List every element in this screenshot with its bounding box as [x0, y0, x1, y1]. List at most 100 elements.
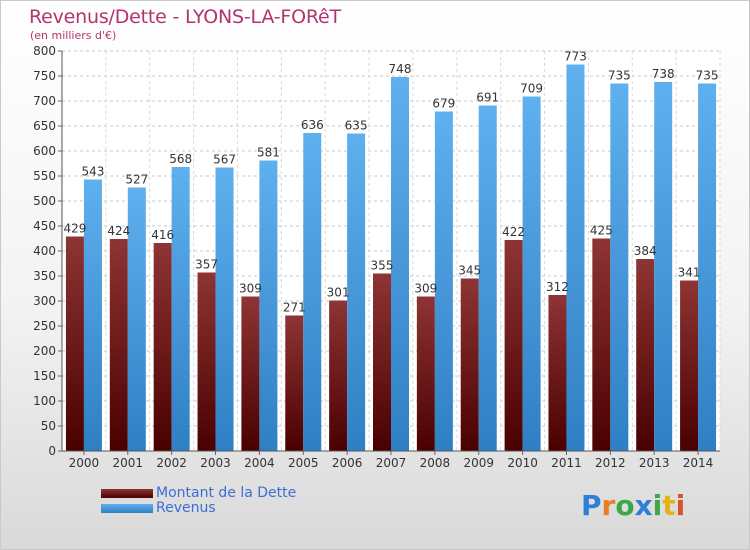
data-label-revenus: 568 [169, 152, 192, 166]
bar-revenus [127, 187, 146, 451]
x-tick-label: 2013 [639, 456, 670, 470]
y-tick-label: 800 [33, 44, 56, 58]
bar-dette [592, 238, 611, 451]
data-label-revenus: 709 [520, 82, 543, 96]
data-label-dette: 422 [502, 225, 525, 239]
legend-item-revenus: Revenus [101, 501, 296, 516]
x-tick-label: 2009 [463, 456, 494, 470]
chart-subtitle: (en milliers d'€) [30, 29, 117, 42]
bar-revenus [610, 83, 629, 451]
bar-dette [241, 296, 260, 451]
y-tick-label: 750 [33, 69, 56, 83]
y-tick-label: 550 [33, 169, 56, 183]
bar-revenus [654, 82, 673, 451]
bar-revenus [698, 83, 717, 451]
y-tick-label: 150 [33, 369, 56, 383]
data-label-revenus: 543 [81, 165, 104, 179]
y-tick-label: 700 [33, 94, 56, 108]
logo-letter: x [634, 489, 653, 522]
bar-dette [373, 273, 391, 451]
bar-dette [504, 240, 523, 451]
x-tick-label: 2007 [376, 456, 407, 470]
data-label-dette: 271 [283, 301, 306, 315]
bar-dette [636, 259, 655, 451]
x-tick-label: 2011 [551, 456, 582, 470]
bar-revenus [566, 64, 585, 451]
legend-swatch-revenus [101, 504, 153, 513]
x-tick-label: 2010 [507, 456, 538, 470]
x-tick-label: 2000 [69, 456, 100, 470]
bar-revenus [478, 105, 497, 451]
y-tick-label: 350 [33, 269, 56, 283]
logo-letter: i [675, 489, 686, 522]
bar-dette [197, 272, 216, 451]
data-label-revenus: 581 [257, 146, 280, 160]
data-label-revenus: 679 [432, 97, 455, 111]
data-label-revenus: 635 [345, 119, 368, 133]
data-label-dette: 345 [458, 264, 481, 278]
x-tick-label: 2005 [288, 456, 319, 470]
x-tick-label: 2012 [595, 456, 626, 470]
data-label-dette: 357 [195, 258, 218, 272]
proxiti-logo: Proxiti [581, 489, 685, 522]
y-tick-label: 100 [33, 394, 56, 408]
bar-dette [329, 300, 348, 451]
data-label-revenus: 735 [608, 69, 631, 83]
x-tick-label: 2006 [332, 456, 363, 470]
data-label-dette: 424 [107, 224, 130, 238]
y-tick-label: 200 [33, 344, 56, 358]
logo-letter: t [662, 489, 676, 522]
data-label-dette: 301 [327, 286, 350, 300]
bar-dette [460, 278, 479, 451]
bar-revenus [303, 133, 322, 451]
bar-dette [680, 280, 699, 451]
legend-label-dette: Montant de la Dette [156, 485, 297, 501]
bar-revenus [347, 133, 366, 451]
logo-letter: o [615, 489, 635, 522]
data-label-dette: 341 [678, 266, 701, 280]
data-label-dette: 312 [546, 280, 569, 294]
logo-letter: P [581, 489, 602, 522]
y-tick-label: 400 [33, 244, 56, 258]
data-label-revenus: 567 [213, 153, 236, 167]
data-label-revenus: 738 [652, 67, 675, 81]
x-tick-label: 2002 [156, 456, 187, 470]
data-label-revenus: 636 [301, 118, 324, 132]
x-tick-label: 2003 [200, 456, 231, 470]
bar-revenus [259, 160, 278, 451]
x-tick-label: 2004 [244, 456, 275, 470]
y-tick-label: 450 [33, 219, 56, 233]
bar-revenus [83, 179, 102, 451]
y-tick-label: 650 [33, 119, 56, 133]
data-label-dette: 425 [590, 224, 613, 238]
data-label-revenus: 735 [696, 69, 719, 83]
data-label-revenus: 748 [389, 62, 412, 76]
legend-label-revenus: Revenus [156, 500, 216, 516]
bar-dette [153, 243, 172, 451]
y-tick-label: 50 [41, 419, 56, 433]
y-tick-label: 250 [33, 319, 56, 333]
data-label-dette: 429 [63, 222, 86, 236]
bar-dette [285, 315, 304, 451]
bar-dette [65, 236, 84, 451]
data-label-dette: 384 [634, 244, 657, 258]
data-label-revenus: 691 [476, 91, 499, 105]
bar-dette [416, 296, 435, 451]
data-label-dette: 355 [371, 259, 394, 273]
data-label-dette: 309 [414, 282, 437, 296]
x-tick-label: 2014 [683, 456, 714, 470]
legend: Montant de la Dette Revenus [101, 486, 296, 516]
y-tick-label: 500 [33, 194, 56, 208]
bar-revenus [171, 167, 190, 451]
data-label-dette: 309 [239, 282, 262, 296]
bar-revenus [391, 77, 409, 451]
y-tick-label: 0 [48, 444, 56, 458]
data-label-revenus: 773 [564, 50, 587, 64]
data-label-dette: 416 [151, 228, 174, 242]
legend-swatch-dette [101, 489, 153, 498]
bar-revenus [434, 111, 453, 451]
logo-letter: r [601, 489, 616, 522]
bar-revenus [522, 96, 541, 451]
